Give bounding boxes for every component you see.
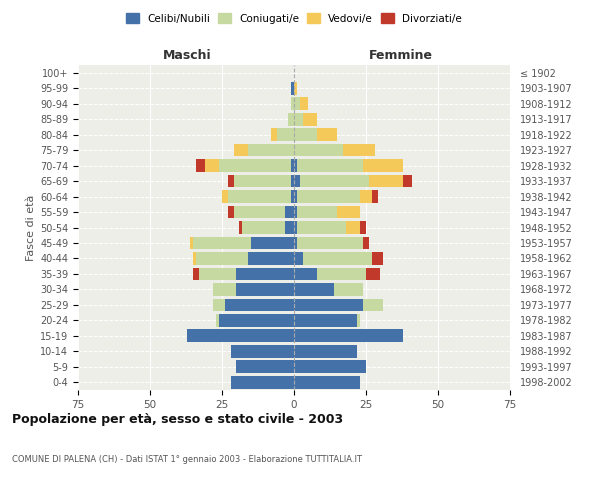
Bar bbox=[317, 268, 366, 280]
Bar bbox=[230, 345, 294, 358]
Bar bbox=[300, 98, 308, 110]
Bar bbox=[228, 206, 233, 218]
Bar bbox=[297, 206, 337, 218]
Bar bbox=[297, 159, 363, 172]
Bar bbox=[363, 236, 369, 250]
Bar bbox=[251, 236, 294, 250]
Bar bbox=[291, 82, 294, 94]
Bar bbox=[360, 190, 372, 203]
Bar bbox=[216, 314, 219, 326]
Bar bbox=[286, 221, 294, 234]
Bar bbox=[294, 314, 358, 326]
Bar bbox=[363, 159, 403, 172]
Bar bbox=[372, 252, 383, 265]
Text: Femmine: Femmine bbox=[368, 49, 433, 62]
Bar bbox=[294, 268, 317, 280]
Bar bbox=[199, 268, 236, 280]
Bar bbox=[291, 174, 294, 188]
Bar bbox=[219, 159, 291, 172]
Bar bbox=[225, 298, 294, 311]
Bar bbox=[294, 98, 300, 110]
Bar bbox=[239, 221, 242, 234]
Bar bbox=[236, 283, 294, 296]
Bar bbox=[196, 159, 205, 172]
Bar bbox=[291, 98, 294, 110]
Bar bbox=[228, 174, 233, 188]
Bar bbox=[187, 330, 294, 342]
Bar bbox=[294, 360, 366, 373]
Bar bbox=[228, 190, 291, 203]
Bar bbox=[205, 159, 219, 172]
Bar bbox=[337, 206, 360, 218]
Text: Maschi: Maschi bbox=[163, 49, 212, 62]
Bar bbox=[193, 236, 251, 250]
Bar bbox=[271, 128, 277, 141]
Bar bbox=[294, 345, 358, 358]
Bar bbox=[358, 314, 360, 326]
Bar bbox=[236, 268, 294, 280]
Bar bbox=[233, 174, 291, 188]
Bar bbox=[363, 298, 383, 311]
Bar bbox=[294, 221, 297, 234]
Bar bbox=[294, 159, 297, 172]
Bar bbox=[196, 252, 248, 265]
Bar bbox=[297, 221, 346, 234]
Bar bbox=[360, 221, 366, 234]
Bar bbox=[294, 283, 334, 296]
Bar bbox=[248, 144, 294, 156]
Bar bbox=[343, 144, 374, 156]
Bar bbox=[302, 252, 372, 265]
Bar bbox=[334, 283, 363, 296]
Bar bbox=[300, 174, 369, 188]
Bar bbox=[190, 236, 193, 250]
Bar bbox=[294, 82, 297, 94]
Bar bbox=[297, 236, 363, 250]
Bar bbox=[219, 314, 294, 326]
Bar bbox=[366, 268, 380, 280]
Bar bbox=[214, 283, 236, 296]
Bar bbox=[248, 252, 294, 265]
Legend: Celibi/Nubili, Coniugati/e, Vedovi/e, Divorziati/e: Celibi/Nubili, Coniugati/e, Vedovi/e, Di… bbox=[123, 10, 465, 26]
Bar bbox=[233, 206, 286, 218]
Bar bbox=[230, 376, 294, 388]
Bar bbox=[403, 174, 412, 188]
Bar bbox=[294, 376, 360, 388]
Bar bbox=[297, 190, 360, 203]
Bar bbox=[294, 206, 297, 218]
Bar bbox=[193, 252, 196, 265]
Bar bbox=[346, 221, 360, 234]
Bar bbox=[317, 128, 337, 141]
Bar bbox=[242, 221, 286, 234]
Bar bbox=[294, 144, 343, 156]
Bar bbox=[233, 144, 248, 156]
Y-axis label: Fasce di età: Fasce di età bbox=[26, 194, 36, 260]
Bar bbox=[302, 113, 317, 126]
Bar bbox=[294, 190, 297, 203]
Bar bbox=[372, 190, 377, 203]
Bar bbox=[294, 330, 403, 342]
Bar bbox=[294, 236, 297, 250]
Bar bbox=[291, 159, 294, 172]
Bar bbox=[214, 298, 225, 311]
Bar bbox=[294, 113, 302, 126]
Bar bbox=[294, 174, 300, 188]
Bar bbox=[286, 206, 294, 218]
Bar bbox=[294, 252, 302, 265]
Text: COMUNE DI PALENA (CH) - Dati ISTAT 1° gennaio 2003 - Elaborazione TUTTITALIA.IT: COMUNE DI PALENA (CH) - Dati ISTAT 1° ge… bbox=[12, 455, 362, 464]
Text: Popolazione per età, sesso e stato civile - 2003: Popolazione per età, sesso e stato civil… bbox=[12, 412, 343, 426]
Bar bbox=[288, 113, 294, 126]
Bar bbox=[294, 298, 363, 311]
Bar bbox=[236, 360, 294, 373]
Bar bbox=[222, 190, 228, 203]
Bar bbox=[291, 190, 294, 203]
Bar bbox=[369, 174, 403, 188]
Bar bbox=[294, 128, 317, 141]
Bar bbox=[193, 268, 199, 280]
Bar bbox=[277, 128, 294, 141]
